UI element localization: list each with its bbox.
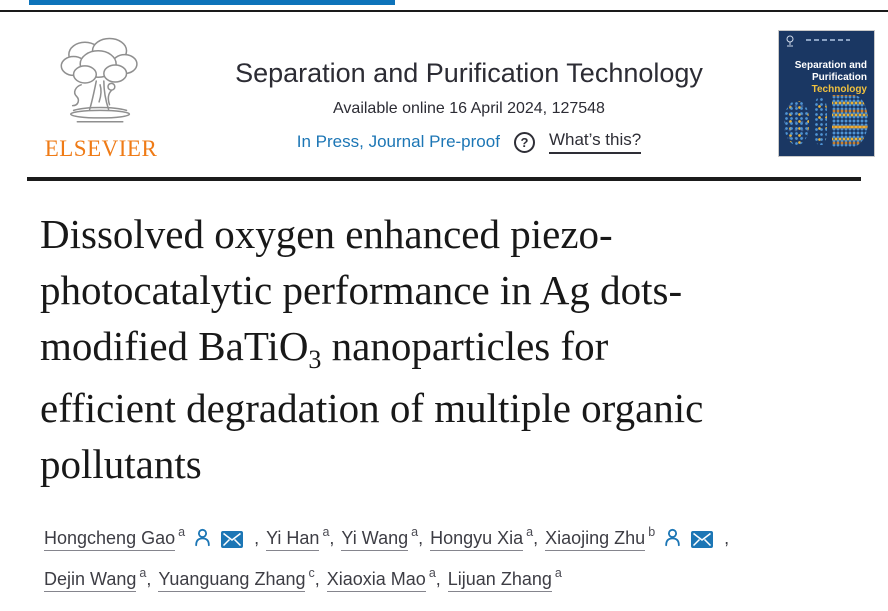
- whats-this-link[interactable]: What’s this?: [548, 130, 642, 154]
- author-separator: ,: [254, 528, 260, 548]
- top-accent-bar: [29, 0, 395, 5]
- author-list: Hongcheng Gao a, Yi Han a, Yi Wang a, Hongyu X…: [44, 518, 864, 600]
- journal-header: Separation and Purification Technology A…: [164, 58, 774, 154]
- author-icons: [663, 518, 722, 559]
- cover-dot-art-left: [784, 101, 809, 145]
- article-title: Dissolved oxygen enhanced piezo- photoca…: [40, 206, 870, 492]
- author-entry: Dejin Wang a,: [44, 566, 158, 592]
- author-separator: ,: [314, 569, 320, 589]
- author-entry: Yi Han a,: [266, 525, 341, 551]
- author-entry: Xiaojing Zhu b,: [545, 525, 736, 551]
- author-name-link[interactable]: Hongyu Xia: [430, 528, 524, 551]
- author-name-link[interactable]: Hongcheng Gao: [44, 528, 176, 551]
- article-title-line: photocatalytic performance in Ag dots-: [40, 267, 683, 313]
- author-entry: Hongcheng Gao a,: [44, 525, 266, 551]
- availability-text: Available online 16 April 2024, 127548: [333, 100, 605, 117]
- top-divider-line: [0, 10, 888, 12]
- author-name-link[interactable]: Yuanguang Zhang: [158, 569, 306, 592]
- cover-elsevier-mini-logo-icon: [786, 35, 794, 47]
- author-affiliation-sup: a: [411, 525, 419, 539]
- header-divider-rule: [27, 177, 861, 181]
- cover-title-line-1: Separation and: [794, 60, 867, 71]
- author-name-link[interactable]: Yi Wang: [341, 528, 409, 551]
- article-title-line: pollutants: [40, 441, 202, 487]
- author-affiliation-sup: a: [526, 525, 534, 539]
- author-name-link[interactable]: Dejin Wang: [44, 569, 137, 592]
- authors-line-2: Dejin Wang a, Yuanguang Zhang c, Xiaoxia Mao…: [44, 559, 864, 600]
- in-press-status-link[interactable]: In Press, Journal Pre-proof: [296, 132, 500, 151]
- cover-issue-info: [806, 39, 850, 41]
- author-name-link[interactable]: Xiaoxia Mao: [326, 569, 426, 592]
- help-question-icon[interactable]: ?: [513, 131, 535, 153]
- author-separator: ,: [533, 528, 539, 548]
- author-entry: Yuanguang Zhang c,: [158, 566, 326, 592]
- author-entry: Yi Wang a,: [341, 525, 430, 551]
- author-separator: ,: [724, 528, 730, 548]
- author-affiliation-sup: a: [554, 566, 562, 580]
- journal-cover-thumbnail[interactable]: Separation and Purification Technology: [778, 30, 875, 157]
- author-affiliation-sup: a: [139, 566, 147, 580]
- cover-dot-art-right: [832, 95, 868, 147]
- author-entry: Xiaoxia Mao a,: [326, 566, 448, 592]
- author-affiliation-sup: a: [428, 566, 436, 580]
- author-entry: Hongyu Xia a,: [430, 525, 545, 551]
- mail-icon[interactable]: [691, 531, 714, 548]
- cover-dot-art-middle: [814, 97, 827, 145]
- elsevier-wordmark: ELSEVIER: [44, 136, 158, 161]
- article-title-line: modified BaTiO3 nanoparticles for: [40, 323, 609, 374]
- person-icon[interactable]: [663, 527, 682, 548]
- author-icons: [193, 518, 252, 559]
- author-name-link[interactable]: Lijuan Zhang: [447, 569, 552, 592]
- author-affiliation-sup: c: [308, 566, 315, 580]
- author-separator: ,: [329, 528, 335, 548]
- author-affiliation-sup: b: [648, 525, 656, 539]
- person-icon[interactable]: [193, 527, 212, 548]
- article-title-line: Dissolved oxygen enhanced piezo-: [40, 211, 613, 257]
- elsevier-logo[interactable]: ELSEVIER: [40, 30, 162, 162]
- author-separator: ,: [146, 569, 152, 589]
- author-affiliation-sup: a: [178, 525, 186, 539]
- elsevier-tree-icon: [60, 37, 138, 123]
- cover-title-line-3: Technology: [811, 84, 867, 95]
- cover-title-line-2: Purification: [811, 72, 867, 83]
- journal-title-link[interactable]: Separation and Purification Technology: [235, 58, 703, 88]
- author-name-link[interactable]: Xiaojing Zhu: [545, 528, 646, 551]
- article-title-line: efficient degradation of multiple organi…: [40, 385, 704, 431]
- author-separator: ,: [435, 569, 441, 589]
- author-affiliation-sup: a: [322, 525, 330, 539]
- chemical-subscript: 3: [308, 345, 322, 374]
- author-name-link[interactable]: Yi Han: [266, 528, 320, 551]
- author-entry: Lijuan Zhang a: [447, 566, 569, 592]
- author-separator: ,: [418, 528, 424, 548]
- authors-line-1: Hongcheng Gao a, Yi Han a, Yi Wang a, Hongyu X…: [44, 518, 864, 559]
- mail-icon[interactable]: [221, 531, 244, 548]
- status-row: In Press, Journal Pre-proof ? What’s thi…: [164, 130, 774, 154]
